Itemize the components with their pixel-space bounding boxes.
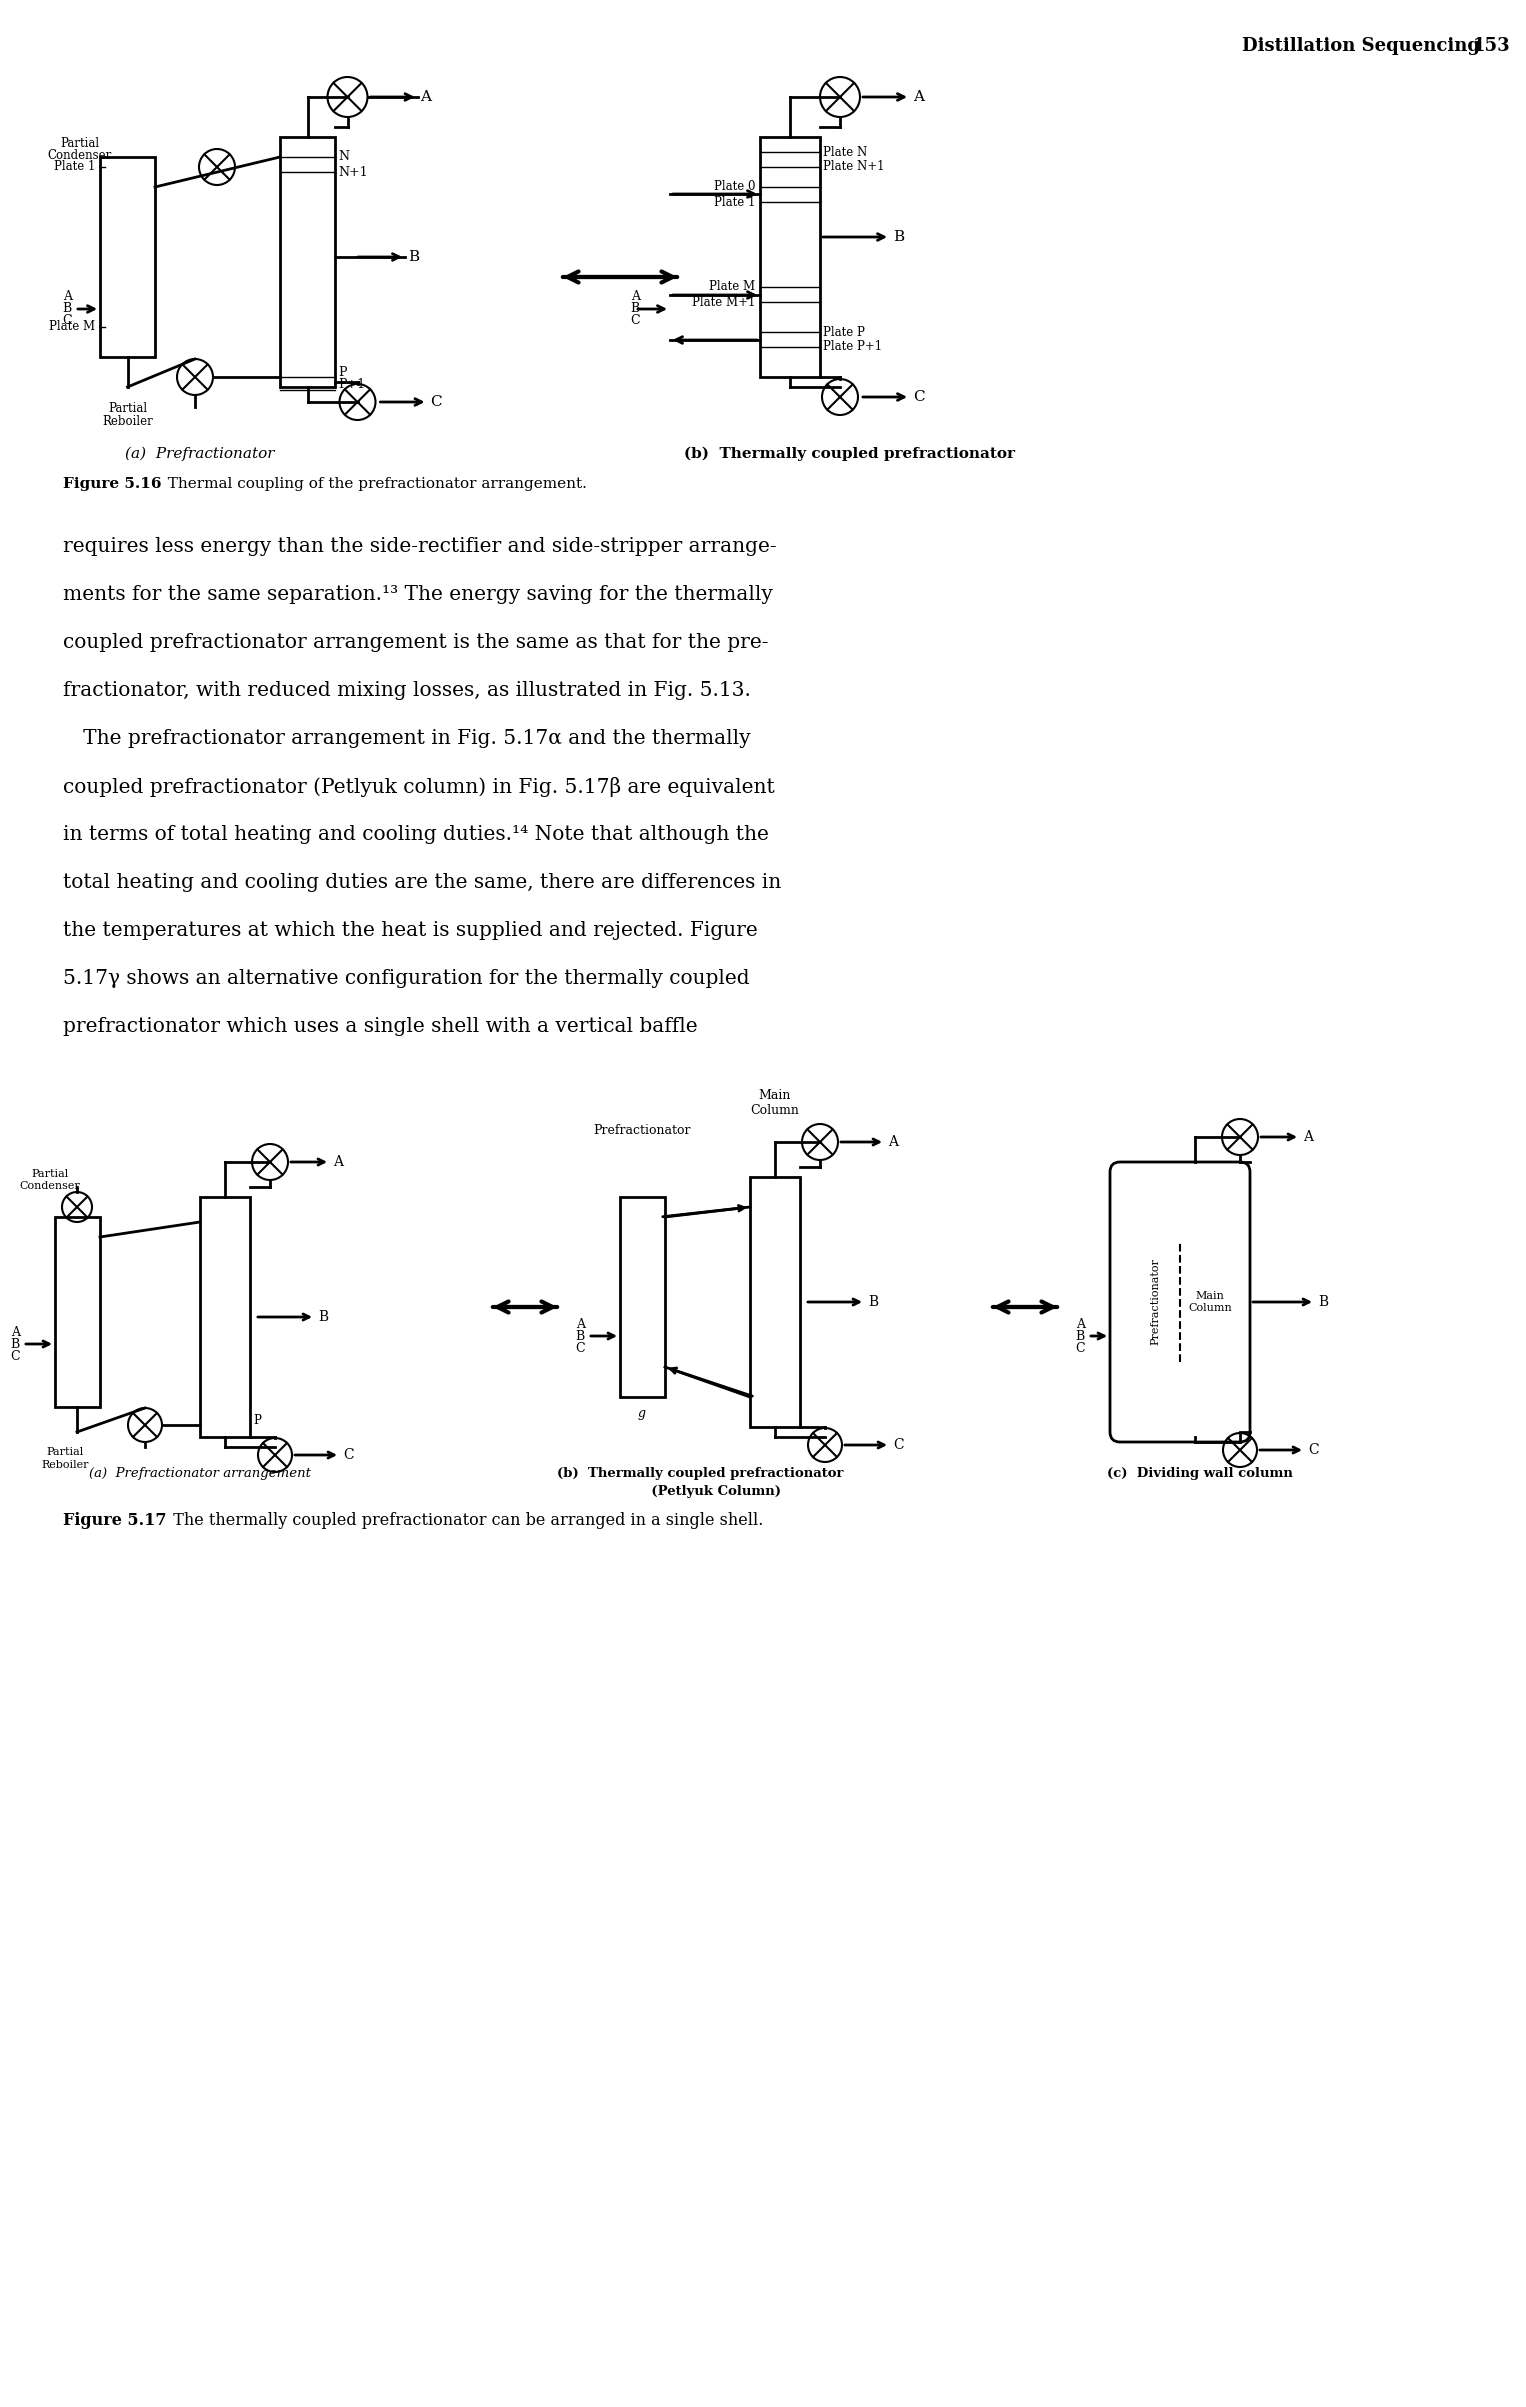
Text: Plate M+1: Plate M+1 [691, 296, 755, 308]
Text: A: A [575, 1317, 584, 1331]
Text: N: N [337, 152, 349, 164]
Bar [101, 156, 156, 356]
Text: Condenser: Condenser [20, 1182, 81, 1191]
Text: B: B [868, 1295, 877, 1309]
Text: (a)  Prefractionator: (a) Prefractionator [125, 448, 275, 462]
Text: Plate 1: Plate 1 [714, 195, 755, 209]
Text: Distillation Sequencing: Distillation Sequencing [1242, 36, 1480, 55]
Text: coupled prefractionator (Petlyuk column) in Fig. 5.17β are equivalent: coupled prefractionator (Petlyuk column)… [63, 777, 775, 797]
Text: Partial: Partial [32, 1170, 69, 1179]
Text: C: C [11, 1350, 20, 1362]
Text: coupled prefractionator arrangement is the same as that for the pre-: coupled prefractionator arrangement is t… [63, 633, 769, 652]
Text: B: B [317, 1309, 328, 1324]
Text: A: A [888, 1136, 897, 1148]
Text: Main
Column: Main Column [751, 1088, 800, 1117]
Text: The prefractionator arrangement in Fig. 5.17α and the thermally: The prefractionator arrangement in Fig. … [63, 729, 751, 749]
Text: A: A [1303, 1129, 1312, 1143]
Text: Thermal coupling of the prefractionator arrangement.: Thermal coupling of the prefractionator … [159, 477, 588, 491]
Bar [279, 137, 336, 388]
Text: Figure 5.16: Figure 5.16 [63, 477, 162, 491]
Text: Reboiler: Reboiler [102, 414, 153, 428]
Text: g: g [638, 1408, 645, 1420]
Text: B: B [1076, 1329, 1085, 1343]
Text: Partial: Partial [46, 1447, 84, 1456]
Text: C: C [575, 1341, 584, 1355]
Text: requires less energy than the side-rectifier and side-stripper arrange-: requires less energy than the side-recti… [63, 537, 777, 556]
Text: Partial: Partial [108, 402, 146, 414]
Text: Plate P: Plate P [823, 325, 865, 339]
Text: 5.17γ shows an alternative configuration for the thermally coupled: 5.17γ shows an alternative configuration… [63, 970, 749, 987]
Text: C: C [430, 395, 443, 409]
Bar [55, 1218, 101, 1408]
Text: the temperatures at which the heat is supplied and rejected. Figure: the temperatures at which the heat is su… [63, 922, 758, 941]
Text: Partial: Partial [61, 137, 99, 149]
Text: The thermally coupled prefractionator can be arranged in a single shell.: The thermally coupled prefractionator ca… [163, 1512, 763, 1528]
Text: ments for the same separation.¹³ The energy saving for the thermally: ments for the same separation.¹³ The ene… [63, 585, 772, 604]
Text: Plate M: Plate M [710, 282, 755, 294]
Text: P: P [253, 1413, 261, 1427]
Text: A: A [913, 89, 925, 104]
Text: Figure 5.17: Figure 5.17 [63, 1512, 166, 1528]
Bar [760, 137, 819, 378]
Text: A: A [1076, 1317, 1085, 1331]
Text: Main
Column: Main Column [1189, 1290, 1231, 1312]
Text: A: A [630, 291, 639, 303]
Text: Prefractionator: Prefractionator [594, 1124, 691, 1136]
Text: B: B [575, 1329, 584, 1343]
Text: (c)  Dividing wall column: (c) Dividing wall column [1106, 1466, 1293, 1480]
Text: B: B [1318, 1295, 1328, 1309]
Text: C: C [63, 315, 72, 327]
Text: C: C [343, 1449, 354, 1461]
Text: Plate 0: Plate 0 [714, 181, 755, 193]
Text: C: C [630, 315, 639, 327]
Text: B: B [630, 303, 639, 315]
Text: B: B [63, 303, 72, 315]
Text: Reboiler: Reboiler [41, 1461, 89, 1471]
Text: A: A [333, 1155, 343, 1170]
Text: C: C [893, 1437, 903, 1451]
Text: (b)  Thermally coupled prefractionator: (b) Thermally coupled prefractionator [685, 448, 1015, 462]
Text: fractionator, with reduced mixing losses, as illustrated in Fig. 5.13.: fractionator, with reduced mixing losses… [63, 681, 751, 700]
Text: in terms of total heating and cooling duties.¹⁴ Note that although the: in terms of total heating and cooling du… [63, 826, 769, 845]
Bar [749, 1177, 800, 1427]
Text: Prefractionator: Prefractionator [1151, 1259, 1160, 1346]
Bar [620, 1196, 665, 1396]
Text: N+1: N+1 [337, 166, 368, 178]
Text: Plate 1: Plate 1 [53, 161, 95, 173]
Text: C: C [1076, 1341, 1085, 1355]
Text: (Petlyuk Column): (Petlyuk Column) [620, 1485, 781, 1497]
Text: (a)  Prefractionator arrangement: (a) Prefractionator arrangement [89, 1466, 311, 1480]
Text: P+1: P+1 [337, 378, 365, 392]
Text: prefractionator which uses a single shell with a vertical baffle: prefractionator which uses a single shel… [63, 1018, 697, 1035]
Bar [200, 1196, 250, 1437]
Text: B: B [11, 1338, 20, 1350]
Text: B: B [407, 250, 420, 265]
Text: A: A [11, 1326, 20, 1338]
Text: Plate M: Plate M [49, 320, 95, 335]
Text: A: A [63, 291, 72, 303]
Text: P: P [337, 366, 346, 378]
Text: total heating and cooling duties are the same, there are differences in: total heating and cooling duties are the… [63, 874, 781, 893]
Text: (b)  Thermally coupled prefractionator: (b) Thermally coupled prefractionator [557, 1466, 844, 1480]
Text: C: C [1308, 1444, 1318, 1456]
Text: 153: 153 [1473, 36, 1511, 55]
Text: Condenser: Condenser [47, 149, 111, 161]
Text: Plate N+1: Plate N+1 [823, 161, 885, 173]
Text: B: B [893, 231, 903, 243]
Text: A: A [421, 89, 432, 104]
Text: Plate N: Plate N [823, 144, 867, 159]
Text: C: C [913, 390, 925, 404]
Text: Plate P+1: Plate P+1 [823, 339, 882, 354]
